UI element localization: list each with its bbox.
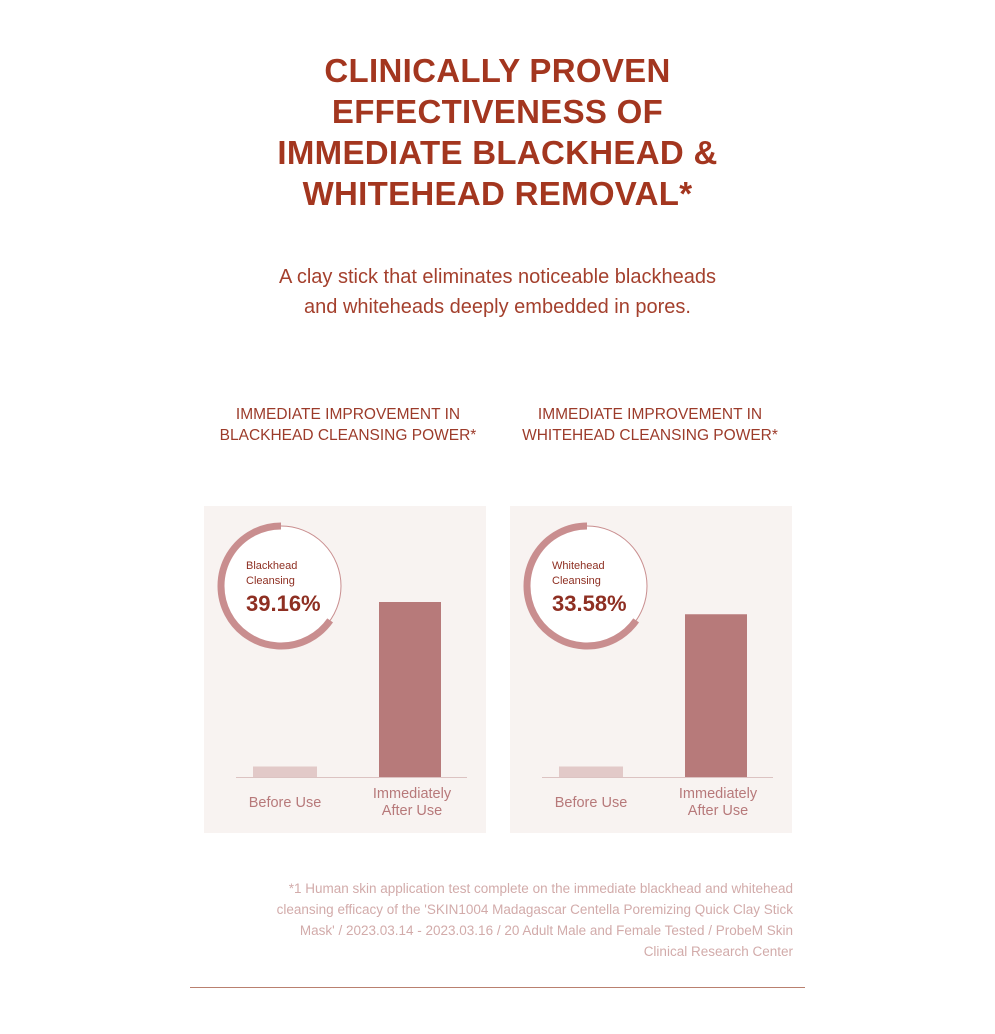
chart-title-line: IMMEDIATE IMPROVEMENT IN: [537, 406, 763, 423]
footnote: *1 Human skin application test complete …: [200, 878, 793, 962]
x-label-after: Immediately After Use: [658, 786, 778, 820]
x-label-after: Immediately After Use: [352, 786, 472, 820]
footnote-line: *1 Human skin application test complete …: [288, 881, 793, 896]
chart-svg: [217, 522, 467, 778]
ring-badge: Whitehead Cleansing 33.58%: [552, 559, 627, 617]
chart-title-whitehead: IMMEDIATE IMPROVEMENT IN WHITEHEAD CLEAN…: [490, 404, 810, 446]
chart-title-line: IMMEDIATE IMPROVEMENT IN: [235, 406, 461, 423]
chart-title-line: BLACKHEAD CLEANSING POWER*: [219, 427, 477, 444]
footnote-line: Mask' / 2023.03.14 - 2023.03.16 / 20 Adu…: [299, 923, 793, 938]
ring-label: Cleansing: [552, 575, 601, 587]
subtitle-line: A clay stick that eliminates noticeable …: [279, 266, 716, 288]
ring-label: Cleansing: [246, 575, 295, 587]
bar-before: [253, 766, 317, 777]
bar-before: [559, 766, 623, 777]
footnote-line: cleansing efficacy of the 'SKIN1004 Mada…: [276, 902, 793, 917]
footnote-line: Clinical Research Center: [643, 944, 793, 959]
ring-progress-arc: [523, 522, 640, 650]
ring-progress-arc: [217, 522, 334, 650]
chart-panel-blackhead: Blackhead Cleansing 39.16% Before Use Im…: [204, 506, 486, 833]
page-title: CLINICALLY PROVEN EFFECTIVENESS OF IMMED…: [0, 50, 995, 214]
bar-after: [685, 614, 747, 777]
chart-title-blackhead: IMMEDIATE IMPROVEMENT IN BLACKHEAD CLEAN…: [188, 404, 508, 446]
x-label-before: Before Use: [554, 795, 628, 811]
divider: [190, 987, 805, 988]
x-label-line: After Use: [687, 803, 749, 819]
bar-after: [379, 602, 441, 777]
ring-label: Whitehead: [552, 560, 605, 572]
subtitle-line: and whiteheads deeply embedded in pores.: [304, 296, 691, 318]
title-line: CLINICALLY PROVEN: [324, 52, 671, 89]
ring-label: Blackhead: [246, 560, 298, 572]
chart-title-line: WHITEHEAD CLEANSING POWER*: [522, 427, 778, 444]
x-label-line: Immediately: [678, 786, 758, 802]
chart-svg: [523, 522, 773, 778]
x-label-before: Before Use: [248, 795, 322, 811]
title-line: WHITEHEAD REMOVAL*: [302, 175, 693, 212]
subtitle: A clay stick that eliminates noticeable …: [0, 262, 995, 322]
ring-value: 33.58%: [552, 591, 627, 616]
x-label-line: Immediately: [372, 786, 452, 802]
title-line: IMMEDIATE BLACKHEAD &: [277, 134, 718, 171]
chart-panel-whitehead: Whitehead Cleansing 33.58% Before Use Im…: [510, 506, 792, 833]
ring-badge: Blackhead Cleansing 39.16%: [246, 559, 321, 617]
title-line: EFFECTIVENESS OF: [331, 93, 664, 130]
x-label-line: After Use: [381, 803, 443, 819]
ring-value: 39.16%: [246, 591, 321, 616]
